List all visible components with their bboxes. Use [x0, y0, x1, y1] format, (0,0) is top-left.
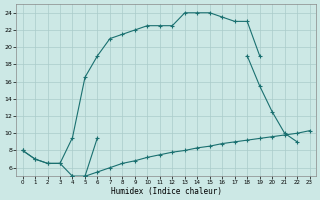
X-axis label: Humidex (Indice chaleur): Humidex (Indice chaleur) [111, 187, 221, 196]
